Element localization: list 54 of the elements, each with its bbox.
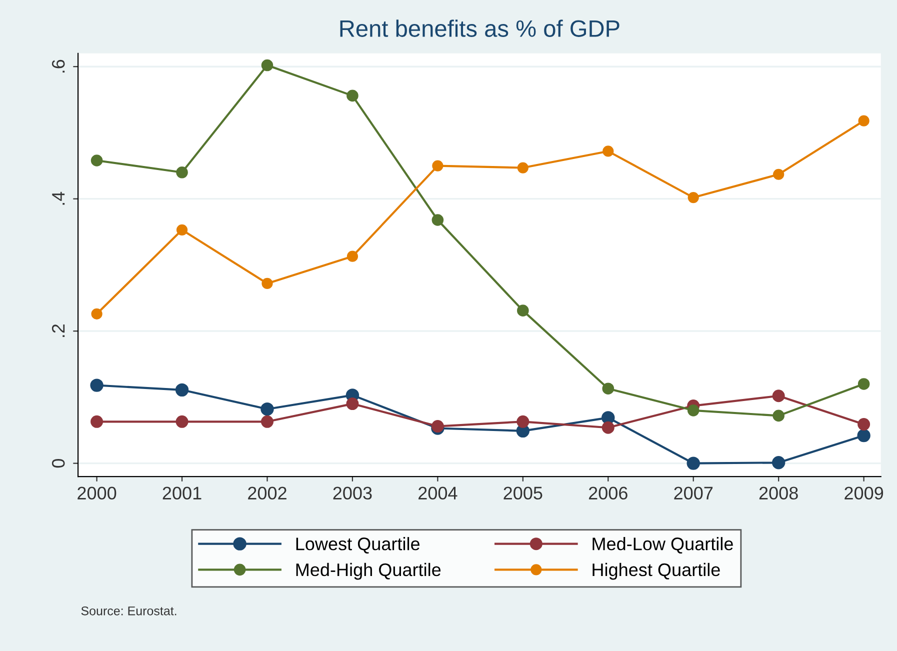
point — [602, 421, 614, 434]
point — [772, 410, 784, 422]
legend-label: Highest Quartile — [592, 562, 720, 580]
legend-label: Med-High Quartile — [296, 562, 441, 580]
point — [175, 383, 189, 397]
legend-label: Lowest Quartile — [296, 537, 420, 554]
x-tick-label: 2003 — [333, 486, 372, 500]
point — [516, 415, 530, 428]
x-tick-label: 2000 — [78, 486, 116, 500]
legend-label: Med-Low Quartile — [592, 537, 733, 554]
point — [773, 168, 784, 180]
point — [858, 418, 870, 431]
point — [176, 166, 188, 178]
point — [602, 146, 614, 157]
point — [90, 378, 104, 392]
x-tick-label: 2009 — [844, 486, 884, 500]
x-tick-label: 2007 — [674, 486, 713, 500]
point — [260, 415, 274, 428]
x-tick-label: 2001 — [162, 486, 202, 500]
x-tick-label: 2005 — [504, 486, 542, 500]
point — [602, 382, 614, 394]
point — [432, 160, 444, 172]
point — [90, 415, 104, 428]
point — [176, 224, 188, 236]
point — [262, 278, 273, 290]
point — [772, 390, 785, 402]
x-tick-label: 2004 — [418, 486, 458, 500]
point — [346, 398, 359, 410]
point — [517, 162, 528, 174]
point — [91, 308, 102, 320]
source-note: Source: Eurostat. — [81, 606, 176, 616]
point — [176, 415, 188, 428]
x-tick-label: 2006 — [588, 486, 628, 500]
point — [688, 192, 699, 204]
y-tick-label: .2 — [52, 324, 65, 337]
point — [858, 115, 870, 126]
point — [260, 402, 274, 416]
point — [346, 250, 358, 262]
point — [857, 428, 870, 442]
point — [90, 154, 103, 166]
point — [346, 90, 358, 102]
x-tick-label: 2002 — [248, 486, 286, 500]
point — [517, 304, 529, 316]
y-tick-label: .4 — [52, 192, 65, 205]
point — [261, 59, 274, 72]
y-tick-label: 0 — [52, 458, 65, 468]
chart-title: Rent benefits as % of GDP — [340, 20, 620, 37]
point — [687, 404, 700, 416]
point — [686, 456, 700, 470]
x-tick-label: 2008 — [759, 486, 798, 500]
point — [772, 456, 786, 470]
point — [432, 214, 444, 226]
y-tick-label: .6 — [52, 60, 65, 72]
point — [858, 378, 870, 390]
